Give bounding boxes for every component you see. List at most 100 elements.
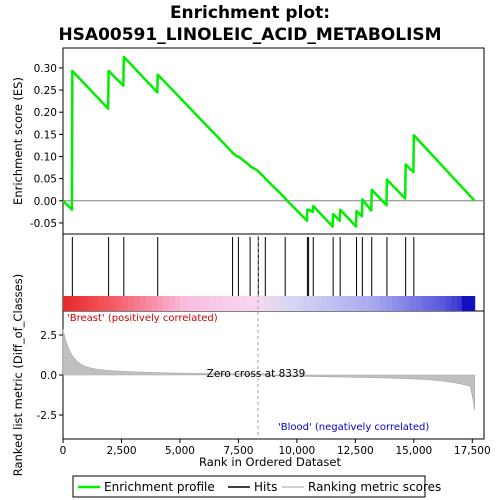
rank-band-segment [127, 296, 135, 311]
legend-label-metric: Ranking metric scores [308, 480, 441, 494]
rank-band-segment [239, 296, 246, 311]
x-tick-label: 0 [60, 445, 67, 457]
rank-band-segment [174, 296, 182, 311]
rank-band-segment [68, 296, 76, 311]
rank-band-segment [433, 296, 440, 311]
rank-band-segment [98, 296, 105, 311]
es-y-axis: -0.05 0.00 0.05 0.10 0.15 0.20 0.25 0.30 [30, 63, 63, 230]
es-curve [62, 55, 476, 228]
x-axis: 0 2,500 5,000 7,500 10,000 12,500 15,000 17,500 [60, 439, 491, 457]
rank-band-segment [274, 296, 282, 311]
es-y-tick-label: 0.25 [34, 85, 57, 97]
metric-y-tick-label: 0.0 [40, 370, 57, 382]
rank-band-segment [339, 296, 346, 311]
zero-cross-label: Zero cross at 8339 [207, 368, 306, 380]
metric-y-axis-label: Ranked list metric (Diff_of_Classes) [11, 274, 25, 476]
rank-band-segment [145, 296, 152, 311]
rank-band-segment [215, 296, 223, 311]
rank-band-segment [304, 296, 311, 311]
rank-band-segment [192, 296, 199, 311]
rank-band-segment [168, 296, 176, 311]
x-tick-label: 7,500 [223, 445, 253, 457]
rank-band-segment [210, 296, 217, 311]
rank-band-segment [110, 296, 117, 311]
rank-band-segment [398, 296, 405, 311]
rank-band-segment [180, 296, 188, 311]
rank-band-segment [204, 296, 211, 311]
rank-band-segment [457, 296, 464, 311]
positive-class-label: 'Breast' (positively correlated) [67, 313, 218, 324]
rank-band-segment [409, 296, 417, 311]
rank-band-segment [362, 296, 370, 311]
es-y-tick-label: 0.30 [34, 63, 57, 75]
chart-title-line2: HSA00591_LINOLEIC_ACID_METABOLISM [58, 25, 441, 45]
rank-band-segment [257, 296, 264, 311]
metric-y-axis: -2.5 0.0 2.5 [37, 330, 63, 422]
rank-band-segment [445, 296, 452, 311]
rank-band-segment [198, 296, 205, 311]
rank-band-segment [162, 296, 170, 311]
x-tick-label: 15,000 [395, 445, 432, 457]
rank-band-segment [374, 296, 382, 311]
rank-band-segment [86, 296, 94, 311]
x-tick-label: 17,500 [454, 445, 491, 457]
es-curve-line [62, 55, 476, 228]
rank-band-segment [63, 296, 70, 311]
rank-color-band [63, 296, 476, 311]
x-tick-label: 12,500 [337, 445, 374, 457]
rank-band-segment [262, 296, 270, 311]
legend: Enrichment profile Hits Ranking metric s… [72, 475, 441, 498]
rank-band-segment [139, 296, 146, 311]
rank-band-segment [451, 296, 458, 311]
rank-band-segment [121, 296, 129, 311]
es-y-tick-label: 0.20 [34, 107, 57, 119]
rank-band-segment [268, 296, 276, 311]
metric-y-tick-label: 2.5 [40, 330, 57, 342]
rank-band-segment [327, 296, 335, 311]
rank-band-segment [298, 296, 305, 311]
x-axis-label: Rank in Ordered Dataset [199, 455, 342, 469]
rank-band-segment [280, 296, 288, 311]
rank-band-segment [221, 296, 229, 311]
rank-band-segment [392, 296, 399, 311]
rank-band-segment [115, 296, 123, 311]
rank-band-segment [380, 296, 388, 311]
rank-band-segment [292, 296, 299, 311]
rank-band-segment [345, 296, 352, 311]
rank-band-segment [251, 296, 258, 311]
rank-band-segment [151, 296, 158, 311]
rank-band-segment [421, 296, 429, 311]
rank-band-segment [92, 296, 99, 311]
rank-band-segment [386, 296, 393, 311]
rank-band-segment [321, 296, 329, 311]
legend-label-es: Enrichment profile [104, 480, 215, 494]
rank-band-segment [309, 296, 317, 311]
rank-band-segment [427, 296, 435, 311]
metric-area-shape [62, 329, 475, 411]
rank-band-segment [133, 296, 141, 311]
es-y-tick-label: 0.10 [34, 152, 57, 164]
rank-band-segment [415, 296, 423, 311]
rank-band-segment [315, 296, 323, 311]
rank-band-segment [186, 296, 193, 311]
negative-class-label: 'Blood' (negatively correlated) [278, 422, 429, 433]
rank-band-segment [157, 296, 164, 311]
rank-band-segment [286, 296, 293, 311]
rank-band-segment [368, 296, 376, 311]
es-y-tick-label: 0.15 [34, 129, 57, 141]
es-y-tick-label: 0.00 [34, 196, 57, 208]
rank-band-segment [333, 296, 340, 311]
hit-lines [71, 237, 415, 296]
legend-label-hits: Hits [254, 480, 277, 494]
rank-band-segment [404, 296, 411, 311]
rank-band-segment [74, 296, 82, 311]
rank-band-segment [351, 296, 358, 311]
rank-band-segment [245, 296, 252, 311]
chart-title-line1: Enrichment plot: [170, 3, 330, 23]
x-tick-label: 2,500 [106, 445, 136, 457]
x-tick-label: 10,000 [279, 445, 316, 457]
x-tick-label: 5,000 [165, 445, 195, 457]
rank-band-segment [357, 296, 364, 311]
rank-band-segment [227, 296, 235, 311]
